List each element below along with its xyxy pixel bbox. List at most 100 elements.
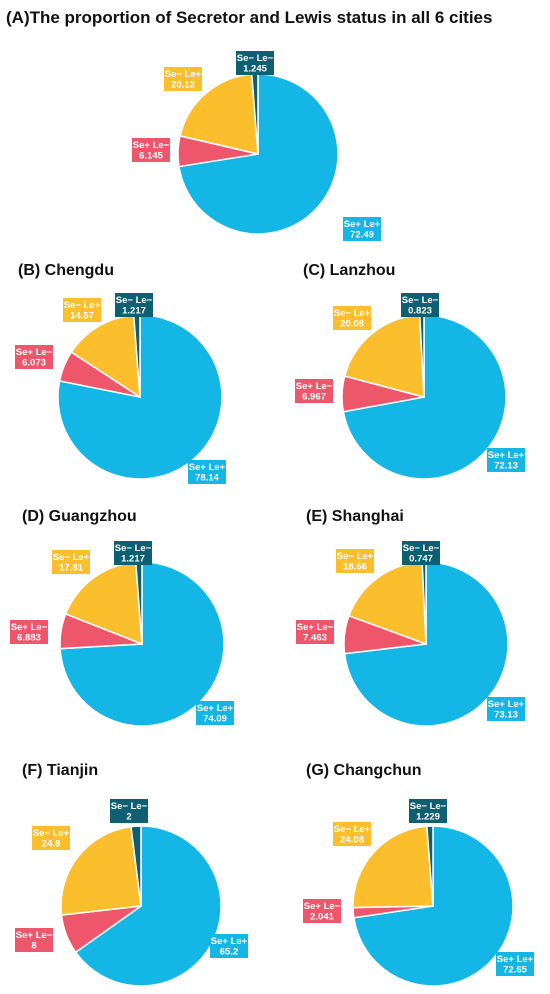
svg-text:1.245: 1.245 [243,64,267,75]
data-label-seneg-lepos: Se− Le+20.12 [164,67,202,91]
data-label-seneg-leneg: Se− Le−1.217 [115,293,153,317]
svg-text:8: 8 [31,941,36,952]
chart-title-guangzhou: (D) Guangzhou [22,508,137,525]
svg-text:Se+ Le+: Se+ Le+ [488,450,525,461]
chart-title-changchun: (G) Changchun [306,762,422,779]
data-label-sepos-leneg: Se+ Le−6.883 [10,620,48,644]
svg-text:Se+ Le+: Se+ Le+ [488,699,525,710]
data-label-seneg-leneg: Se− Le−1.245 [236,51,274,75]
data-label-seneg-leneg: Se− Le−1.229 [409,799,447,823]
svg-text:24.08: 24.08 [340,835,364,846]
svg-text:Se+ Le+: Se+ Le+ [497,954,534,965]
pie-slice-seneg-lepos [352,825,434,909]
data-label-seneg-lepos: Se− Le+18.66 [336,549,374,573]
svg-text:78.14: 78.14 [195,473,219,484]
svg-text:24.8: 24.8 [42,839,61,850]
svg-text:2: 2 [126,812,131,823]
svg-text:20.08: 20.08 [340,319,364,330]
svg-text:Se− Le+: Se− Le+ [64,300,101,311]
svg-text:1.229: 1.229 [416,812,440,823]
data-label-sepos-lepos: Se+ Le+72.13 [487,448,525,472]
data-label-sepos-lepos: Se+ Le+72.65 [496,952,534,976]
data-label-sepos-lepos: Se+ Le+65.2 [210,934,248,958]
svg-text:Se− Le−: Se− Le− [410,801,447,812]
svg-text:Se− Le−: Se− Le− [237,53,274,64]
pie-slice-seneg-leneg [130,825,142,907]
data-label-seneg-leneg: Se− Le−2 [110,799,148,823]
svg-text:Se− Le+: Se− Le+ [334,824,371,835]
svg-text:Se− Le−: Se− Le− [402,295,439,306]
svg-text:Se+ Le−: Se+ Le− [296,381,333,392]
svg-text:6.883: 6.883 [17,633,41,644]
data-label-sepos-lepos: Se+ Le+73.13 [487,697,525,721]
svg-text:72.13: 72.13 [494,461,518,472]
svg-text:18.66: 18.66 [343,562,367,573]
svg-text:Se+ Le+: Se+ Le+ [189,462,226,473]
svg-text:Se− Le−: Se− Le− [111,801,148,812]
data-label-seneg-lepos: Se− Le+20.08 [333,306,371,330]
svg-text:Se+ Le−: Se+ Le− [304,901,341,912]
svg-text:Se− Le−: Se− Le− [115,543,152,554]
chart-title-all-cities: (A)The proportion of Secretor and Lewis … [6,8,493,27]
svg-text:Se− Le+: Se− Le+ [33,828,70,839]
svg-text:Se+ Le+: Se+ Le+ [344,219,381,230]
svg-text:1.217: 1.217 [122,306,146,317]
svg-text:65.2: 65.2 [220,947,239,958]
data-label-sepos-leneg: Se+ Le−6.073 [15,345,53,369]
data-label-seneg-leneg: Se− Le−1.217 [114,541,152,565]
data-label-sepos-lepos: Se+ Le+72.49 [343,217,381,241]
svg-text:7.463: 7.463 [303,633,327,644]
svg-text:20.12: 20.12 [171,80,195,91]
svg-text:1.217: 1.217 [121,554,145,565]
data-label-sepos-leneg: Se+ Le−6.145 [132,138,170,162]
svg-text:0.747: 0.747 [409,554,433,565]
data-label-sepos-leneg: Se+ Le−2.041 [303,899,341,923]
pie-slice-seneg-leneg [426,825,434,907]
data-label-seneg-lepos: Se− Le+17.81 [52,550,90,574]
svg-text:Se− Le−: Se− Le− [403,543,440,554]
svg-text:Se+ Le−: Se+ Le− [16,930,53,941]
svg-text:Se− Le−: Se− Le− [116,295,153,306]
chart-title-chengdu: (B) Chengdu [18,262,114,279]
chart-title-tianjin: (F) Tianjin [22,762,99,779]
data-label-sepos-lepos: Se+ Le+74.09 [196,701,234,725]
data-label-seneg-lepos: Se− Le+14.57 [63,298,101,322]
pie-slice-seneg-lepos [60,825,142,916]
svg-text:6.145: 6.145 [139,151,163,162]
svg-text:Se+ Le−: Se+ Le− [133,140,170,151]
chart-title-lanzhou: (C) Lanzhou [303,262,396,279]
data-label-sepos-leneg: Se+ Le−7.463 [296,620,334,644]
svg-text:Se+ Le−: Se+ Le− [297,622,334,633]
svg-text:6.073: 6.073 [22,358,46,369]
chart-title-shanghai: (E) Shanghai [306,508,404,525]
pie-slice-seneg-lepos [179,73,259,155]
svg-text:Se− Le+: Se− Le+ [165,69,202,80]
svg-text:72.65: 72.65 [503,965,527,976]
svg-text:17.81: 17.81 [59,563,83,574]
data-label-sepos-leneg: Se+ Le−6.967 [295,379,333,403]
svg-text:Se+ Le−: Se+ Le− [16,347,53,358]
svg-text:6.967: 6.967 [302,392,326,403]
data-label-sepos-lepos: Se+ Le+78.14 [188,460,226,484]
svg-text:Se− Le+: Se− Le+ [53,552,90,563]
svg-text:Se− Le+: Se− Le+ [334,308,371,319]
svg-text:Se+ Le−: Se+ Le− [11,622,48,633]
svg-text:2.041: 2.041 [310,912,334,923]
svg-text:Se− Le+: Se− Le+ [337,551,374,562]
data-label-seneg-lepos: Se− Le+24.08 [333,822,371,846]
svg-text:73.13: 73.13 [494,710,518,721]
data-label-sepos-leneg: Se+ Le−8 [15,928,53,952]
svg-text:0.823: 0.823 [408,306,432,317]
data-label-seneg-leneg: Se− Le−0.747 [402,541,440,565]
svg-text:74.09: 74.09 [203,714,227,725]
data-label-seneg-lepos: Se− Le+24.8 [32,826,70,850]
svg-text:Se+ Le+: Se+ Le+ [197,703,234,714]
data-label-seneg-leneg: Se− Le−0.823 [401,293,439,317]
